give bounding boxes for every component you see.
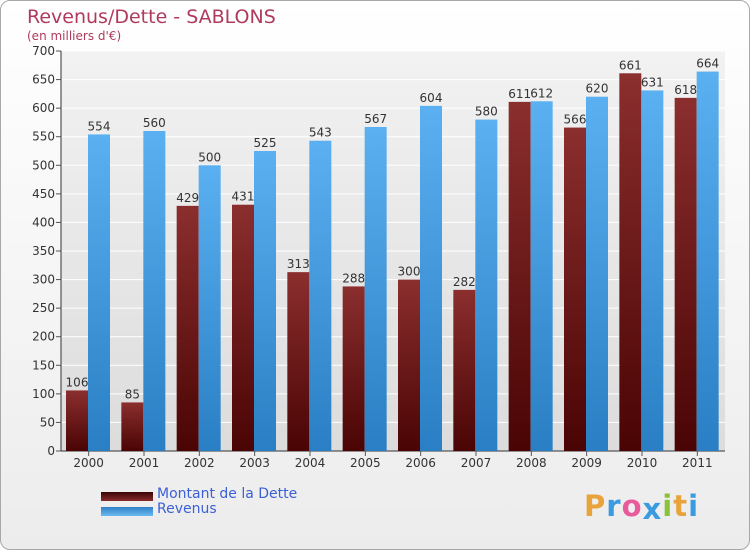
- bar-dette: [66, 390, 88, 451]
- data-label-revenus: 664: [696, 57, 719, 71]
- bar-revenus: [586, 96, 608, 451]
- logo-letter: i: [662, 489, 674, 523]
- bar-revenus: [198, 165, 221, 452]
- y-tick-label: 700: [32, 44, 55, 58]
- data-label-dette: 106: [66, 375, 89, 389]
- x-tick-label: 2004: [295, 456, 326, 470]
- logo-letter: t: [673, 489, 689, 523]
- bar-dette: [342, 286, 365, 451]
- bar-revenus: [530, 101, 553, 452]
- bar-revenus: [88, 134, 110, 451]
- bar-revenus: [696, 71, 719, 452]
- x-tick-label: 2011: [682, 456, 713, 470]
- x-tick-label: 2009: [571, 456, 602, 470]
- y-tick-label: 0: [47, 444, 55, 458]
- x-tick-label: 2008: [516, 456, 547, 470]
- y-tick-label: 50: [40, 415, 55, 429]
- logo-letter: x: [642, 492, 663, 526]
- bar-dette: [619, 73, 642, 452]
- bar-revenus: [475, 119, 498, 452]
- data-label-dette: 431: [232, 190, 255, 204]
- y-tick-label: 200: [32, 330, 55, 344]
- data-label-revenus: 525: [254, 136, 277, 150]
- legend-swatch-dette: [101, 492, 153, 501]
- logo-letter: i: [688, 489, 700, 523]
- data-label-dette: 300: [398, 265, 421, 279]
- bar-dette: [232, 204, 254, 451]
- bar-dette: [453, 289, 476, 451]
- logo-letter: r: [606, 489, 622, 523]
- x-tick-label: 2003: [239, 456, 270, 470]
- data-label-dette: 288: [342, 271, 365, 285]
- data-label-revenus: 631: [641, 75, 664, 89]
- legend-swatch-revenus: [101, 507, 153, 516]
- bar-dette: [121, 402, 144, 451]
- data-label-revenus: 612: [530, 86, 553, 100]
- y-tick-label: 350: [32, 244, 55, 258]
- proxiti-logo: Proxiti: [584, 489, 700, 526]
- data-label-revenus: 580: [475, 105, 498, 119]
- logo-letter: P: [584, 489, 607, 523]
- bar-revenus: [254, 151, 276, 451]
- y-tick-label: 100: [32, 387, 55, 401]
- y-tick-label: 400: [32, 215, 55, 229]
- x-tick-label: 2000: [73, 456, 104, 470]
- x-tick-label: 2010: [627, 456, 658, 470]
- y-tick-label: 300: [32, 273, 55, 287]
- bar-dette: [564, 127, 586, 452]
- bar-revenus: [641, 90, 664, 451]
- y-tick-label: 600: [32, 101, 55, 115]
- data-label-dette: 661: [619, 58, 642, 72]
- bar-dette: [176, 205, 199, 451]
- data-label-dette: 611: [508, 87, 531, 101]
- y-tick-label: 650: [32, 73, 55, 87]
- x-tick-label: 2002: [184, 456, 215, 470]
- bar-dette: [398, 279, 420, 451]
- chart-title: Revenus/Dette - SABLONS: [27, 6, 276, 28]
- x-tick-label: 2001: [129, 456, 160, 470]
- bar-revenus: [420, 105, 442, 451]
- bar-revenus: [309, 140, 332, 451]
- data-label-dette: 282: [453, 275, 476, 289]
- data-label-dette: 85: [125, 387, 140, 401]
- chart-subtitle: (en milliers d'€): [27, 29, 122, 43]
- bar-revenus: [143, 131, 166, 451]
- logo-letter: o: [621, 489, 643, 523]
- legend-label-dette: Montant de la Dette: [157, 486, 298, 502]
- data-label-dette: 618: [674, 83, 697, 97]
- bar-dette: [508, 101, 531, 451]
- data-label-dette: 429: [176, 191, 199, 205]
- x-tick-label: 2006: [405, 456, 436, 470]
- x-tick-label: 2005: [350, 456, 381, 470]
- x-tick-label: 2007: [461, 456, 492, 470]
- y-tick-label: 150: [32, 358, 55, 372]
- y-tick-label: 550: [32, 130, 55, 144]
- bar-dette: [674, 97, 697, 451]
- data-label-dette: 566: [564, 113, 587, 127]
- data-label-revenus: 567: [364, 112, 387, 126]
- y-tick-label: 250: [32, 301, 55, 315]
- data-label-revenus: 554: [88, 119, 111, 133]
- data-label-revenus: 620: [586, 82, 609, 96]
- data-label-revenus: 560: [143, 116, 166, 130]
- data-label-revenus: 543: [309, 126, 332, 140]
- legend-label-revenus: Revenus: [157, 501, 217, 517]
- bar-dette: [287, 272, 310, 451]
- y-tick-label: 450: [32, 187, 55, 201]
- data-label-revenus: 500: [198, 150, 221, 164]
- y-tick-label: 500: [32, 158, 55, 172]
- data-label-revenus: 604: [420, 91, 443, 105]
- data-label-dette: 313: [287, 257, 310, 271]
- bar-revenus: [364, 127, 387, 451]
